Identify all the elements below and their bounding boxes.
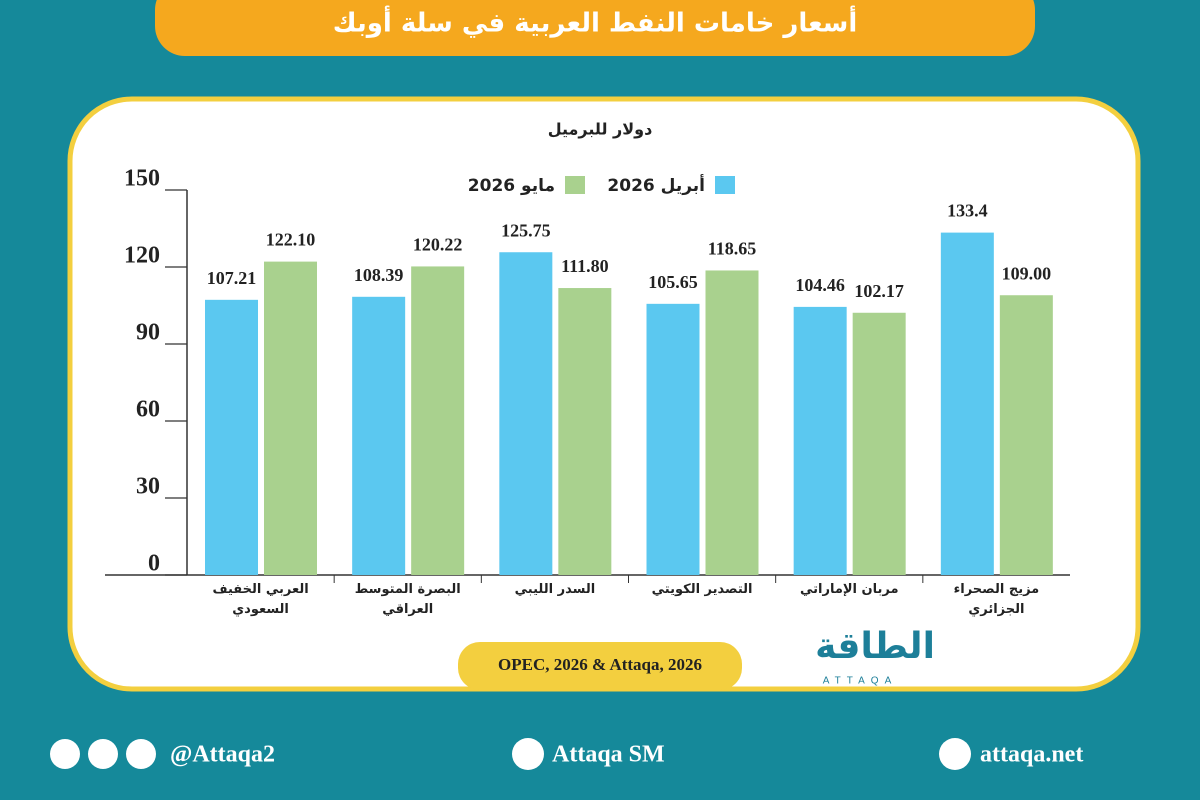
y-tick-label: 90 bbox=[136, 320, 160, 346]
bar bbox=[411, 266, 465, 575]
instagram-icon bbox=[88, 739, 118, 769]
y-tick-label: 60 bbox=[136, 397, 160, 423]
legend-swatch bbox=[715, 176, 735, 194]
bar bbox=[558, 288, 612, 575]
value-label: 109.00 bbox=[1002, 263, 1052, 283]
footer-website: attaqa.net bbox=[980, 742, 1083, 768]
title-bar bbox=[155, 0, 1035, 56]
value-label: 133.4 bbox=[947, 201, 988, 221]
x-tick-label: السدر الليبي bbox=[514, 582, 596, 597]
footer-social: @Attaqa2 bbox=[170, 742, 275, 768]
y-tick-label: 150 bbox=[124, 166, 160, 192]
x-tick-label: البصرة المتوسط العراقي bbox=[354, 582, 461, 617]
source: OPEC, 2026 & Attaqa, 2026 bbox=[498, 655, 702, 674]
value-label: 107.21 bbox=[207, 268, 257, 288]
bar bbox=[705, 270, 759, 575]
bar bbox=[205, 299, 258, 575]
bar bbox=[499, 252, 553, 575]
bar bbox=[793, 306, 847, 575]
value-label: 111.80 bbox=[561, 256, 609, 276]
value-label: 122.10 bbox=[266, 230, 316, 250]
value-label: 125.75 bbox=[501, 220, 551, 240]
source-box bbox=[458, 642, 742, 690]
y-tick-label: 120 bbox=[124, 243, 160, 269]
value-label: 104.46 bbox=[795, 275, 845, 295]
bar bbox=[852, 312, 906, 575]
legend-swatch bbox=[565, 176, 585, 194]
legend-label: مايو 2026 bbox=[468, 176, 555, 196]
bar bbox=[352, 296, 406, 575]
logo-latin: ATTAQA bbox=[823, 676, 898, 687]
y-tick-label: 0 bbox=[148, 551, 160, 577]
value-label: 120.22 bbox=[413, 235, 463, 255]
x-icon bbox=[50, 739, 80, 769]
bar bbox=[940, 232, 994, 575]
value-label: 105.65 bbox=[648, 272, 698, 292]
bar bbox=[999, 295, 1053, 575]
x-tick-label: التصدير الكويتي bbox=[651, 582, 753, 597]
facebook-icon bbox=[126, 739, 156, 769]
x-tick-label: مربان الإماراتي bbox=[799, 582, 899, 597]
youtube-icon bbox=[512, 738, 544, 770]
y-axis-label: دولار للبرميل bbox=[548, 120, 653, 139]
value-label: 102.17 bbox=[854, 281, 904, 301]
value-label: 118.65 bbox=[708, 239, 757, 259]
value-label: 108.39 bbox=[354, 265, 404, 285]
logo-arabic: الطاقة bbox=[815, 626, 935, 667]
web-icon bbox=[939, 738, 971, 770]
title: أسعار خامات النفط العربية في سلة أوبك bbox=[333, 6, 858, 39]
legend-label: أبريل 2026 bbox=[607, 174, 705, 196]
y-tick-label: 30 bbox=[136, 474, 160, 500]
bar bbox=[264, 261, 317, 575]
bar bbox=[646, 303, 700, 575]
footer-youtube: Attaqa SM bbox=[552, 742, 665, 768]
x-tick-label: مزيج الصحراء الجزائري bbox=[953, 582, 1040, 617]
x-tick-label: العربي الخفيف السعودي bbox=[212, 582, 309, 617]
